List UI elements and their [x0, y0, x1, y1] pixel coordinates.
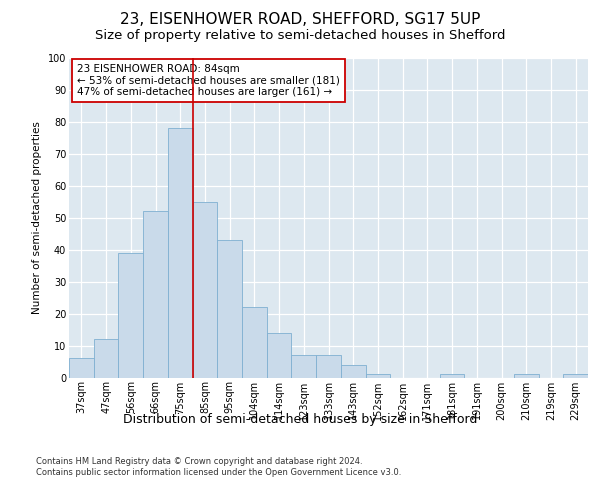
Text: 23 EISENHOWER ROAD: 84sqm
← 53% of semi-detached houses are smaller (181)
47% of: 23 EISENHOWER ROAD: 84sqm ← 53% of semi-… [77, 64, 340, 97]
Bar [440, 374, 464, 378]
Bar [69, 358, 94, 378]
Bar [118, 252, 143, 378]
Bar [365, 374, 390, 378]
Bar [242, 307, 267, 378]
Bar [341, 364, 365, 378]
Bar [514, 374, 539, 378]
Text: Distribution of semi-detached houses by size in Shefford: Distribution of semi-detached houses by … [123, 412, 477, 426]
Bar [143, 211, 168, 378]
Bar [168, 128, 193, 378]
Bar [563, 374, 588, 378]
Bar [217, 240, 242, 378]
Bar [292, 355, 316, 378]
Bar [267, 332, 292, 378]
Bar [193, 202, 217, 378]
Text: Size of property relative to semi-detached houses in Shefford: Size of property relative to semi-detach… [95, 29, 505, 42]
Bar [94, 339, 118, 378]
Text: 23, EISENHOWER ROAD, SHEFFORD, SG17 5UP: 23, EISENHOWER ROAD, SHEFFORD, SG17 5UP [120, 12, 480, 26]
Bar [316, 355, 341, 378]
Text: Contains HM Land Registry data © Crown copyright and database right 2024.
Contai: Contains HM Land Registry data © Crown c… [36, 458, 401, 477]
Y-axis label: Number of semi-detached properties: Number of semi-detached properties [32, 121, 42, 314]
